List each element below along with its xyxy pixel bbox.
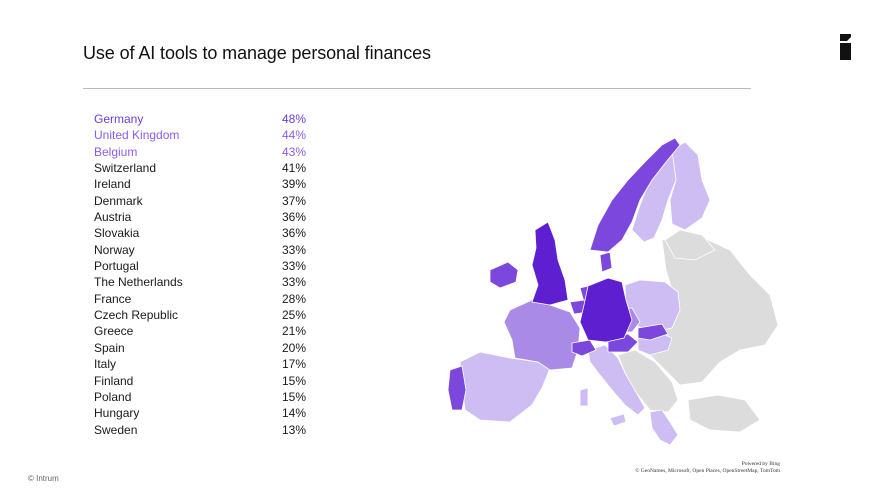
map-attribution: Powered by Bing © GeoNames, Microsoft, O… [635,461,780,475]
country-name: Greece [94,324,134,339]
country-name: Finland [94,373,134,388]
map-sardinia [579,387,589,407]
table-row: Germany 48% [94,111,306,127]
table-row: Spain 20% [94,340,306,356]
share-value: 39% [281,177,306,192]
share-value: 20% [281,340,306,355]
map-united-kingdom [531,221,569,306]
country-name: Belgium [94,144,138,159]
table-row: Portugal 33% [94,258,306,274]
share-value: 14% [281,406,306,421]
country-name: Italy [94,357,117,372]
share-value: 44% [281,128,306,143]
country-name: Hungary [94,406,140,421]
table-row: Italy 17% [94,356,306,372]
intrum-logo-icon [840,34,851,60]
share-value: 17% [281,357,306,372]
country-name: Denmark [94,193,143,208]
share-value: 48% [281,112,306,126]
country-name: The Netherlands [94,275,183,290]
attribution-line-2: © GeoNames, Microsoft, Open Places, Open… [635,468,780,474]
map-portugal [447,365,467,411]
map-norway [589,137,681,253]
table-row: Switzerland 41% [94,160,306,176]
share-value: 43% [281,144,306,159]
table-row: Slovakia 36% [94,225,306,241]
country-table: Germany 48% United Kingdom 44% Belgium 43% Swi… [94,111,306,438]
country-name: Czech Republic [94,308,179,323]
table-row: Ireland 39% [94,176,306,192]
title-divider [83,88,751,89]
table-row: Poland 15% [94,389,306,405]
map-turkey-east [687,394,761,433]
map-sicily [609,413,627,427]
country-name: Spain [94,340,125,355]
share-value: 37% [281,193,306,208]
map-italy [587,344,646,416]
table-row: Denmark 37% [94,193,306,209]
country-name: Poland [94,389,132,404]
map-denmark [599,251,613,273]
table-row: Austria 36% [94,209,306,225]
country-name: Ireland [94,177,131,192]
share-value: 36% [281,210,306,225]
country-name: Portugal [94,259,139,274]
share-value: 36% [281,226,306,241]
table-row: Finland 15% [94,373,306,389]
attribution-line-1: Powered by Bing [741,461,780,467]
share-value: 33% [281,275,306,290]
table-row: Belgium 43% [94,144,306,160]
share-value: 15% [281,373,306,388]
share-value: 21% [281,324,306,339]
share-value: 28% [281,291,306,306]
table-row: The Netherlands 33% [94,274,306,290]
map-baltics-russia [664,229,716,261]
map-slovakia [637,323,669,341]
country-name: Switzerland [94,161,157,176]
table-row: Norway 33% [94,242,306,258]
table-row: United Kingdom 44% [94,127,306,143]
map-finland [669,141,711,231]
table-row: Hungary 14% [94,405,306,421]
table-row: France 28% [94,291,306,307]
europe-map [447,137,779,446]
map-ireland [489,261,519,289]
share-value: 25% [281,308,306,323]
country-name: Sweden [94,422,138,437]
country-name: United Kingdom [94,128,180,143]
table-row: Greece 21% [94,323,306,339]
country-name: Austria [94,210,132,225]
map-spain [459,351,551,423]
share-value: 15% [281,389,306,404]
share-value: 33% [281,259,306,274]
country-name: Norway [94,242,135,257]
page-title: Use of AI tools to manage personal finan… [83,43,431,63]
share-value: 41% [281,161,306,176]
map-switzerland [571,339,597,357]
country-name: France [94,291,132,306]
country-name: Slovakia [94,226,140,241]
country-name: Germany [94,112,144,126]
share-value: 33% [281,242,306,257]
share-value: 13% [281,422,306,437]
table-row: Sweden 13% [94,422,306,438]
map-greece [649,409,679,446]
table-row: Czech Republic 25% [94,307,306,323]
map-germany [579,277,633,343]
copyright: © Intrum [28,474,59,483]
